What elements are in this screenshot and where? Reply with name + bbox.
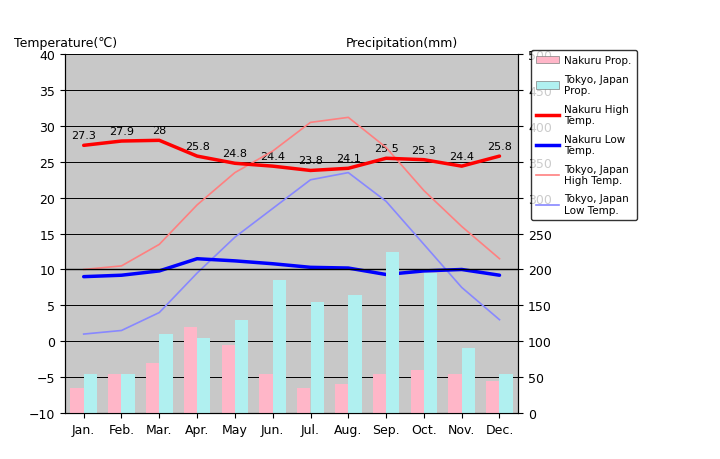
Tokyo, Japan
Low Temp.: [117, 328, 126, 334]
Text: 25.3: 25.3: [412, 146, 436, 155]
Bar: [500, 374, 513, 413]
Bar: [159, 334, 173, 413]
Text: 25.8: 25.8: [487, 142, 512, 152]
Tokyo, Japan
Low Temp.: [79, 331, 88, 337]
Text: Temperature(℃): Temperature(℃): [14, 37, 117, 50]
Tokyo, Japan
Low Temp.: [344, 170, 353, 176]
Bar: [146, 363, 159, 413]
Tokyo, Japan
High Temp.: [269, 149, 277, 155]
Tokyo, Japan
Low Temp.: [193, 271, 202, 276]
Nakuru High
Temp.: [382, 156, 390, 162]
Nakuru Low
Temp.: [382, 272, 390, 278]
Line: Nakuru Low
Temp.: Nakuru Low Temp.: [84, 259, 500, 277]
Nakuru High
Temp.: [79, 143, 88, 149]
Tokyo, Japan
High Temp.: [495, 257, 504, 262]
Text: 24.1: 24.1: [336, 154, 361, 164]
Tokyo, Japan
High Temp.: [193, 203, 202, 208]
Bar: [297, 388, 310, 413]
Nakuru Low
Temp.: [457, 267, 466, 273]
Bar: [348, 295, 361, 413]
Nakuru High
Temp.: [269, 164, 277, 169]
Tokyo, Japan
Low Temp.: [382, 199, 390, 205]
Bar: [410, 370, 424, 413]
Nakuru High
Temp.: [495, 154, 504, 160]
Nakuru High
Temp.: [117, 139, 126, 145]
Bar: [235, 320, 248, 413]
Tokyo, Japan
High Temp.: [420, 188, 428, 194]
Bar: [108, 374, 122, 413]
Text: 27.9: 27.9: [109, 127, 134, 137]
Tokyo, Japan
Low Temp.: [230, 235, 239, 241]
Bar: [486, 381, 500, 413]
Nakuru Low
Temp.: [230, 258, 239, 264]
Nakuru Low
Temp.: [420, 269, 428, 274]
Bar: [197, 338, 210, 413]
Tokyo, Japan
Low Temp.: [420, 242, 428, 247]
Nakuru High
Temp.: [420, 157, 428, 163]
Tokyo, Japan
Low Temp.: [457, 285, 466, 291]
Nakuru High
Temp.: [230, 161, 239, 167]
Nakuru High
Temp.: [193, 154, 202, 160]
Tokyo, Japan
High Temp.: [457, 224, 466, 230]
Bar: [273, 280, 286, 413]
Nakuru Low
Temp.: [193, 257, 202, 262]
Bar: [259, 374, 273, 413]
Bar: [84, 374, 97, 413]
Text: 25.5: 25.5: [374, 144, 398, 154]
Bar: [335, 385, 348, 413]
Line: Tokyo, Japan
Low Temp.: Tokyo, Japan Low Temp.: [84, 173, 500, 334]
Line: Nakuru High
Temp.: Nakuru High Temp.: [84, 141, 500, 171]
Text: 25.8: 25.8: [184, 142, 210, 152]
Bar: [373, 374, 386, 413]
Nakuru Low
Temp.: [79, 274, 88, 280]
Tokyo, Japan
Low Temp.: [495, 317, 504, 323]
Tokyo, Japan
Low Temp.: [306, 178, 315, 183]
Bar: [310, 302, 324, 413]
Tokyo, Japan
High Temp.: [344, 115, 353, 121]
Text: 24.4: 24.4: [260, 152, 285, 162]
Nakuru High
Temp.: [155, 138, 163, 144]
Nakuru High
Temp.: [457, 164, 466, 169]
Nakuru Low
Temp.: [155, 269, 163, 274]
Bar: [122, 374, 135, 413]
Tokyo, Japan
High Temp.: [79, 267, 88, 273]
Text: 27.3: 27.3: [71, 131, 96, 141]
Tokyo, Japan
Low Temp.: [269, 206, 277, 212]
Bar: [386, 252, 400, 413]
Text: Precipitation(mm): Precipitation(mm): [346, 37, 458, 50]
Bar: [222, 345, 235, 413]
Tokyo, Japan
High Temp.: [155, 242, 163, 247]
Tokyo, Japan
High Temp.: [230, 170, 239, 176]
Tokyo, Japan
Low Temp.: [155, 310, 163, 316]
Bar: [184, 327, 197, 413]
Tokyo, Japan
High Temp.: [117, 263, 126, 269]
Nakuru High
Temp.: [306, 168, 315, 174]
Nakuru Low
Temp.: [306, 265, 315, 270]
Text: 23.8: 23.8: [298, 156, 323, 166]
Nakuru Low
Temp.: [269, 262, 277, 267]
Bar: [462, 349, 475, 413]
Bar: [449, 374, 462, 413]
Bar: [71, 388, 84, 413]
Line: Tokyo, Japan
High Temp.: Tokyo, Japan High Temp.: [84, 118, 500, 270]
Nakuru Low
Temp.: [344, 266, 353, 271]
Nakuru Low
Temp.: [117, 273, 126, 278]
Text: 24.8: 24.8: [222, 149, 248, 159]
Nakuru Low
Temp.: [495, 273, 504, 278]
Legend: Nakuru Prop., Tokyo, Japan
Prop., Nakuru High
Temp., Nakuru Low
Temp., Tokyo, Ja: Nakuru Prop., Tokyo, Japan Prop., Nakuru…: [531, 51, 636, 221]
Nakuru High
Temp.: [344, 166, 353, 172]
Text: 28: 28: [152, 126, 166, 136]
Bar: [424, 274, 437, 413]
Text: 24.4: 24.4: [449, 152, 474, 162]
Tokyo, Japan
High Temp.: [306, 120, 315, 126]
Tokyo, Japan
High Temp.: [382, 146, 390, 151]
